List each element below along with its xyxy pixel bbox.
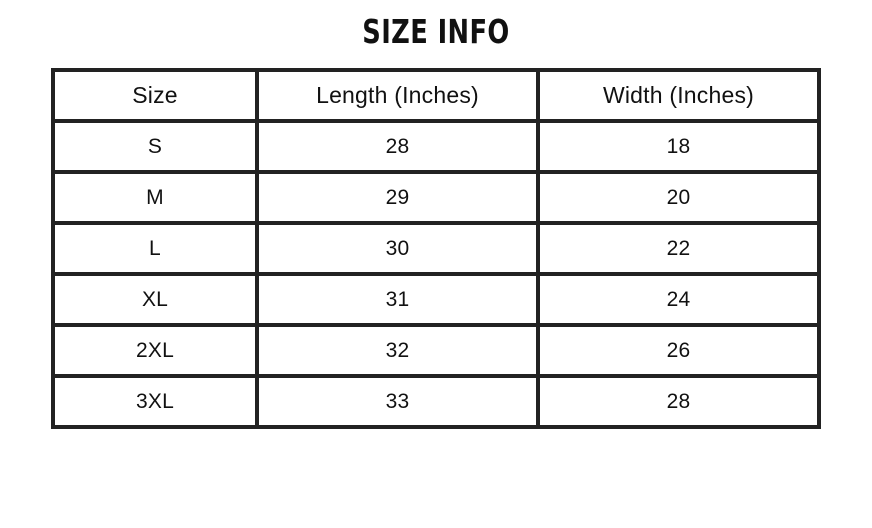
cell-size: S bbox=[51, 119, 259, 174]
table-row: M 29 20 bbox=[51, 170, 821, 225]
column-header-width: Width (Inches) bbox=[536, 68, 821, 123]
cell-width: 24 bbox=[536, 272, 821, 327]
cell-length: 28 bbox=[255, 119, 540, 174]
cell-width: 28 bbox=[536, 374, 821, 429]
cell-length: 29 bbox=[255, 170, 540, 225]
cell-size: M bbox=[51, 170, 259, 225]
table-header-row: Size Length (Inches) Width (Inches) bbox=[51, 68, 821, 123]
table-row: S 28 18 bbox=[51, 119, 821, 174]
cell-width: 26 bbox=[536, 323, 821, 378]
table-body: S 28 18 M 29 20 L 30 22 XL 31 24 2XL 32 bbox=[51, 119, 821, 429]
column-header-size: Size bbox=[51, 68, 259, 123]
cell-width: 22 bbox=[536, 221, 821, 276]
cell-length: 32 bbox=[255, 323, 540, 378]
table-row: XL 31 24 bbox=[51, 272, 821, 327]
cell-size: 2XL bbox=[51, 323, 259, 378]
cell-width: 20 bbox=[536, 170, 821, 225]
table-row: 3XL 33 28 bbox=[51, 374, 821, 429]
table-header: Size Length (Inches) Width (Inches) bbox=[51, 68, 821, 123]
table-row: L 30 22 bbox=[51, 221, 821, 276]
cell-size: 3XL bbox=[51, 374, 259, 429]
page-title: SIZE INFO bbox=[362, 12, 510, 51]
size-info-table: Size Length (Inches) Width (Inches) S 28… bbox=[51, 68, 821, 429]
cell-length: 33 bbox=[255, 374, 540, 429]
cell-size: XL bbox=[51, 272, 259, 327]
column-header-length: Length (Inches) bbox=[255, 68, 540, 123]
cell-width: 18 bbox=[536, 119, 821, 174]
cell-size: L bbox=[51, 221, 259, 276]
cell-length: 31 bbox=[255, 272, 540, 327]
cell-length: 30 bbox=[255, 221, 540, 276]
table-row: 2XL 32 26 bbox=[51, 323, 821, 378]
